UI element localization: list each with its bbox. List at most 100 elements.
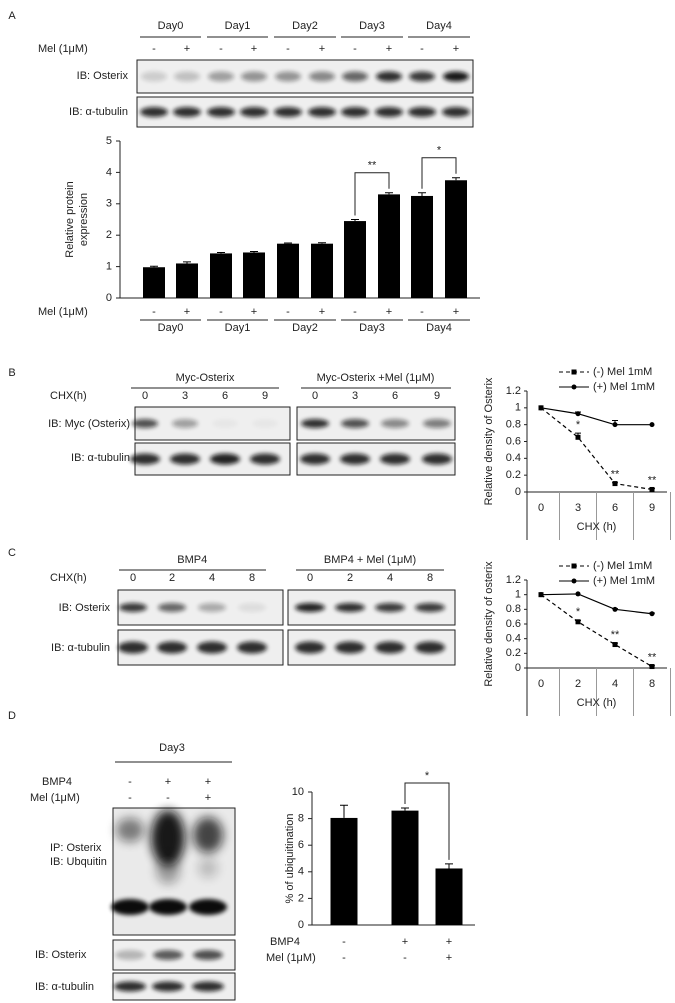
blot-band (340, 453, 370, 465)
bar (391, 810, 419, 925)
blot-band (237, 641, 267, 654)
x-tick-label: 2 (575, 678, 581, 690)
blot-band (408, 107, 436, 117)
blot-smear (156, 856, 180, 884)
significance-bracket (404, 782, 450, 860)
series-line (540, 407, 652, 426)
blot-band (208, 71, 234, 82)
blot-band (115, 950, 145, 960)
group-label: Day2 (292, 322, 318, 334)
y-tick-label: 6 (298, 839, 304, 851)
blot-band (119, 603, 147, 612)
row-label: BMP4 (42, 776, 72, 788)
point (538, 592, 544, 598)
lane-label: 0 (130, 572, 136, 584)
lane-label: 9 (262, 390, 268, 402)
blot-band (212, 419, 238, 428)
point (575, 619, 581, 625)
blot-band (192, 981, 224, 992)
blot-band (375, 603, 405, 612)
panel-label: D (8, 710, 16, 722)
blot-band (380, 453, 410, 465)
blot-band (381, 419, 409, 428)
group-label: BMP4 (177, 554, 207, 566)
significance-label: ** (368, 160, 377, 172)
blot-band (152, 981, 184, 992)
blot-band (295, 641, 325, 654)
lane-label: + (184, 43, 190, 55)
blot-label: IB: Osterix (59, 602, 111, 614)
blot-label: IB: α-tubulin (71, 452, 130, 464)
blot-band (130, 453, 160, 465)
y-tick-label: 2 (106, 229, 112, 241)
y-tick-label: 5 (106, 135, 112, 147)
blot-band (140, 107, 168, 117)
category-label: - (353, 306, 357, 318)
row-label: BMP4 (270, 936, 300, 948)
category-label: - (152, 306, 156, 318)
y-tick-label: 4 (106, 166, 112, 178)
blot-label: IP: Osterix (50, 842, 102, 854)
y-tick-label: 1.2 (506, 385, 521, 397)
blot-band (170, 453, 200, 465)
significance-label: ** (648, 475, 657, 487)
category-label: + (251, 306, 257, 318)
blot-band (238, 603, 266, 612)
bar (243, 252, 265, 298)
significance-label: * (437, 145, 442, 157)
category-label: + (446, 952, 452, 964)
y-axis-label: % of ubiquitination (284, 814, 296, 904)
y-tick-label: 0 (515, 662, 521, 674)
category-label: + (184, 306, 190, 318)
y-tick-label: 2 (298, 892, 304, 904)
category-label: - (420, 306, 424, 318)
lane-label: + (165, 776, 171, 788)
group-label: Day2 (292, 20, 318, 32)
y-tick-label: 0.2 (506, 469, 521, 481)
point (649, 664, 655, 670)
group-label: Myc-Osterix (176, 372, 235, 384)
x-tick-label: 0 (538, 502, 544, 514)
error-bar (452, 177, 460, 181)
category-label: + (386, 306, 392, 318)
category-label: + (319, 306, 325, 318)
blot-band (132, 419, 158, 428)
row-label: Mel (1μM) (266, 952, 316, 964)
blot-band (153, 950, 183, 960)
blot-band (274, 107, 302, 117)
error-bar (418, 192, 426, 196)
lane-label: 6 (222, 390, 228, 402)
legend-label: (+) Mel 1mM (593, 575, 655, 587)
blot-band (275, 71, 301, 82)
blot-band (197, 641, 227, 654)
y-axis-label: Relative density of osterix (483, 561, 495, 687)
lane-label: 8 (427, 572, 433, 584)
group-label: Day0 (158, 322, 184, 334)
lane-label: - (420, 43, 424, 55)
y-tick-label: 8 (298, 813, 304, 825)
blot-band (376, 71, 402, 82)
y-tick-label: 0.6 (506, 435, 521, 447)
blot-band (149, 899, 187, 915)
blot-band (141, 71, 167, 82)
lane-label: 2 (347, 572, 353, 584)
lane-label: + (251, 43, 257, 55)
blot-band (335, 603, 365, 612)
bar (445, 180, 467, 298)
error-bar (318, 242, 326, 244)
blot-band (250, 453, 280, 465)
significance-bracket (354, 172, 390, 216)
blot-band (341, 107, 369, 117)
point (538, 405, 544, 411)
blot-smear (151, 810, 185, 866)
lane-label: + (453, 43, 459, 55)
blot-band (207, 107, 235, 117)
significance-label: ** (648, 652, 657, 664)
blot-band (241, 71, 267, 82)
panel-label: B (8, 367, 15, 379)
bar (311, 243, 333, 298)
group-label: Day1 (225, 322, 251, 334)
blot-label: IB: Myc (Osterix) (48, 418, 130, 430)
category-label: + (402, 936, 408, 948)
legend-marker (571, 563, 577, 569)
